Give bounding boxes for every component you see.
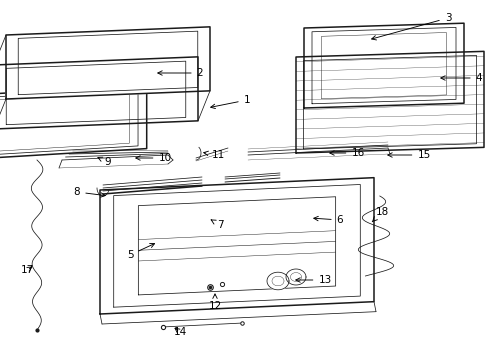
Text: 5: 5	[126, 243, 154, 260]
Text: 10: 10	[136, 153, 171, 163]
Text: 7: 7	[211, 220, 223, 230]
Polygon shape	[6, 27, 209, 99]
Polygon shape	[271, 276, 284, 286]
Polygon shape	[295, 51, 483, 153]
Text: 2: 2	[158, 68, 203, 78]
Polygon shape	[304, 23, 463, 108]
Text: 11: 11	[203, 150, 224, 160]
Text: 4: 4	[440, 73, 481, 83]
Text: 18: 18	[371, 207, 388, 222]
Text: 8: 8	[74, 187, 105, 197]
Text: 15: 15	[387, 150, 430, 160]
Polygon shape	[266, 272, 288, 290]
Text: 6: 6	[313, 215, 343, 225]
Text: 12: 12	[208, 294, 221, 311]
Text: 14: 14	[173, 327, 186, 337]
Text: 9: 9	[98, 157, 111, 167]
Polygon shape	[100, 178, 373, 314]
Text: 13: 13	[295, 275, 331, 285]
Polygon shape	[290, 273, 301, 282]
Text: 3: 3	[371, 13, 450, 40]
Polygon shape	[0, 57, 198, 129]
Text: 1: 1	[210, 95, 250, 109]
Text: 17: 17	[20, 265, 34, 275]
Polygon shape	[285, 269, 305, 285]
Polygon shape	[0, 85, 146, 159]
Text: 16: 16	[329, 148, 364, 158]
